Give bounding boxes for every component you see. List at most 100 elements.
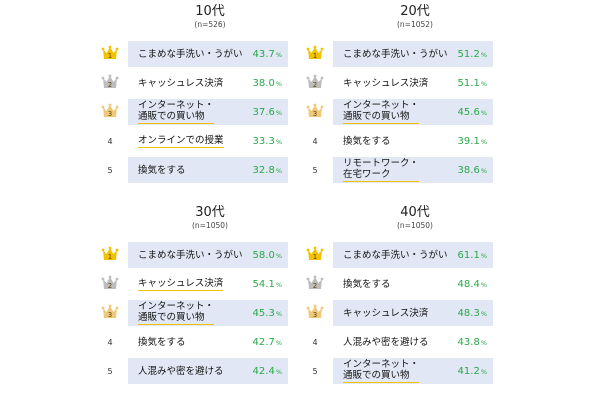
rank-marker: 4 [305, 131, 325, 151]
item-label-line: リモートワーク・ [343, 158, 419, 169]
rank-number: 1 [312, 253, 318, 261]
percent-value: 42.7% [252, 337, 282, 348]
percent-unit: % [480, 310, 487, 318]
percent-value: 42.4% [252, 366, 282, 377]
ranking-bar: 人混みや密を避ける 43.8% [333, 329, 493, 355]
item-label-line: こまめな手洗い・うがい [343, 249, 448, 261]
gold-crown-icon: 1 [100, 245, 120, 265]
item-label: 人混みや密を避ける [138, 358, 224, 384]
percent-unit: % [275, 138, 282, 146]
item-label-line: こまめな手洗い・うがい [138, 249, 243, 261]
item-label: 換気をする [138, 329, 186, 355]
ranking-bar: キャッシュレス決済 38.0% [128, 70, 288, 96]
rank-number: 5 [107, 166, 113, 175]
percent-value: 43.8% [457, 337, 487, 348]
ranking-bar: 人混みや密を避ける 42.4% [128, 358, 288, 384]
item-label-line: 通販での買い物 [343, 370, 420, 383]
bronze-crown-icon: 3 [100, 303, 120, 323]
rank-marker: 5 [305, 361, 325, 381]
percent-unit: % [480, 51, 487, 59]
ranking-row: 1 こまめな手洗い・うがい 43.7% [100, 41, 290, 67]
item-label: 換気をする [343, 271, 391, 297]
item-label: キャッシュレス決済 [343, 300, 428, 326]
percent-unit: % [480, 368, 487, 376]
percent-unit: % [480, 167, 487, 175]
percent-unit: % [275, 368, 282, 376]
item-label-line: 通販での買い物 [138, 111, 215, 124]
item-label: 換気をする [343, 128, 391, 154]
item-label: インターネット・ 通販での買い物 [343, 99, 420, 125]
ranking-bar: リモートワーク・ 在宅ワーク 38.6% [333, 157, 493, 183]
ranking-bar: インターネット・ 通販での買い物 45.6% [333, 99, 493, 125]
rank-number: 5 [312, 367, 318, 376]
percent-unit: % [480, 339, 487, 347]
percent-value: 54.1% [252, 279, 282, 290]
ranking-bar: 換気をする 48.4% [333, 271, 493, 297]
percent-value: 58.0% [252, 250, 282, 261]
item-label-line: キャッシュレス決済 [343, 77, 429, 89]
item-label-line: オンラインでの授業 [138, 134, 224, 148]
percent-value: 33.3% [252, 136, 282, 147]
ranking-row: 4 オンラインでの授業 33.3% [100, 128, 290, 154]
percent-unit: % [275, 252, 282, 260]
silver-crown-icon: 2 [305, 274, 325, 294]
percent-value: 39.1% [457, 136, 487, 147]
percent-value: 48.3% [457, 308, 487, 319]
ranking-row: 1 こまめな手洗い・うがい 61.1% [305, 242, 495, 268]
percent-unit: % [275, 167, 282, 175]
rank-number: 3 [312, 311, 318, 319]
item-label: インターネット・ 通販での買い物 [343, 358, 420, 384]
percent-unit: % [480, 138, 487, 146]
panel-header: 10代 (n=526) [100, 4, 320, 29]
percent-unit: % [480, 109, 487, 117]
item-label-line: 人混みや密を避ける [343, 336, 429, 348]
rank-number: 4 [107, 338, 113, 347]
item-label-line: インターネット・ [343, 359, 420, 370]
item-label: キャッシュレス決済 [138, 70, 223, 96]
ranking-bar: インターネット・ 通販での買い物 45.3% [128, 300, 288, 326]
rank-number: 4 [312, 338, 318, 347]
item-label-line: キャッシュレス決済 [138, 77, 224, 89]
ranking-bar: こまめな手洗い・うがい 43.7% [128, 41, 288, 67]
item-label-line: キャッシュレス決済 [138, 277, 224, 291]
bronze-crown-icon: 3 [305, 303, 325, 323]
ranking-bar: オンラインでの授業 33.3% [128, 128, 288, 154]
percent-unit: % [275, 310, 282, 318]
percent-unit: % [480, 252, 487, 260]
ranking-row: 5 人混みや密を避ける 42.4% [100, 358, 290, 384]
sample-size: (n=1052) [397, 20, 433, 29]
ranking-row: 1 こまめな手洗い・うがい 51.2% [305, 41, 495, 67]
ranking-row: 3 インターネット・ 通販での買い物 37.6% [100, 99, 290, 125]
percent-value: 45.3% [252, 308, 282, 319]
item-label: 換気をする [138, 157, 186, 183]
ranking-row: 3 キャッシュレス決済 48.3% [305, 300, 495, 326]
sample-size: (n=526) [194, 20, 226, 29]
rank-marker: 4 [305, 332, 325, 352]
silver-crown-icon: 2 [305, 73, 325, 93]
ranking-row: 3 インターネット・ 通販での買い物 45.6% [305, 99, 495, 125]
item-label: こまめな手洗い・うがい [343, 242, 448, 268]
percent-unit: % [275, 339, 282, 347]
ranking-row: 2 キャッシュレス決済 54.1% [100, 271, 290, 297]
percent-unit: % [480, 281, 487, 289]
item-label: キャッシュレス決済 [138, 271, 224, 297]
rank-number: 1 [312, 52, 318, 60]
percent-value: 61.1% [457, 250, 487, 261]
item-label: キャッシュレス決済 [343, 70, 428, 96]
bronze-crown-icon: 3 [100, 102, 120, 122]
item-label-line: 在宅ワーク [343, 169, 419, 182]
percent-value: 43.7% [252, 49, 282, 60]
ranking-row: 5 換気をする 32.8% [100, 157, 290, 183]
rank-number: 3 [312, 110, 318, 118]
ranking-bar: 換気をする 42.7% [128, 329, 288, 355]
gold-crown-icon: 1 [305, 44, 325, 64]
age-group-title: 10代 [195, 4, 225, 19]
rank-number: 1 [107, 253, 113, 261]
rank-marker: 5 [100, 361, 120, 381]
item-label-line: インターネット・ [138, 301, 215, 312]
percent-unit: % [275, 51, 282, 59]
sample-size: (n=1050) [192, 221, 228, 230]
rank-number: 4 [107, 137, 113, 146]
ranking-row: 2 キャッシュレス決済 38.0% [100, 70, 290, 96]
item-label-line: 換気をする [343, 278, 391, 290]
